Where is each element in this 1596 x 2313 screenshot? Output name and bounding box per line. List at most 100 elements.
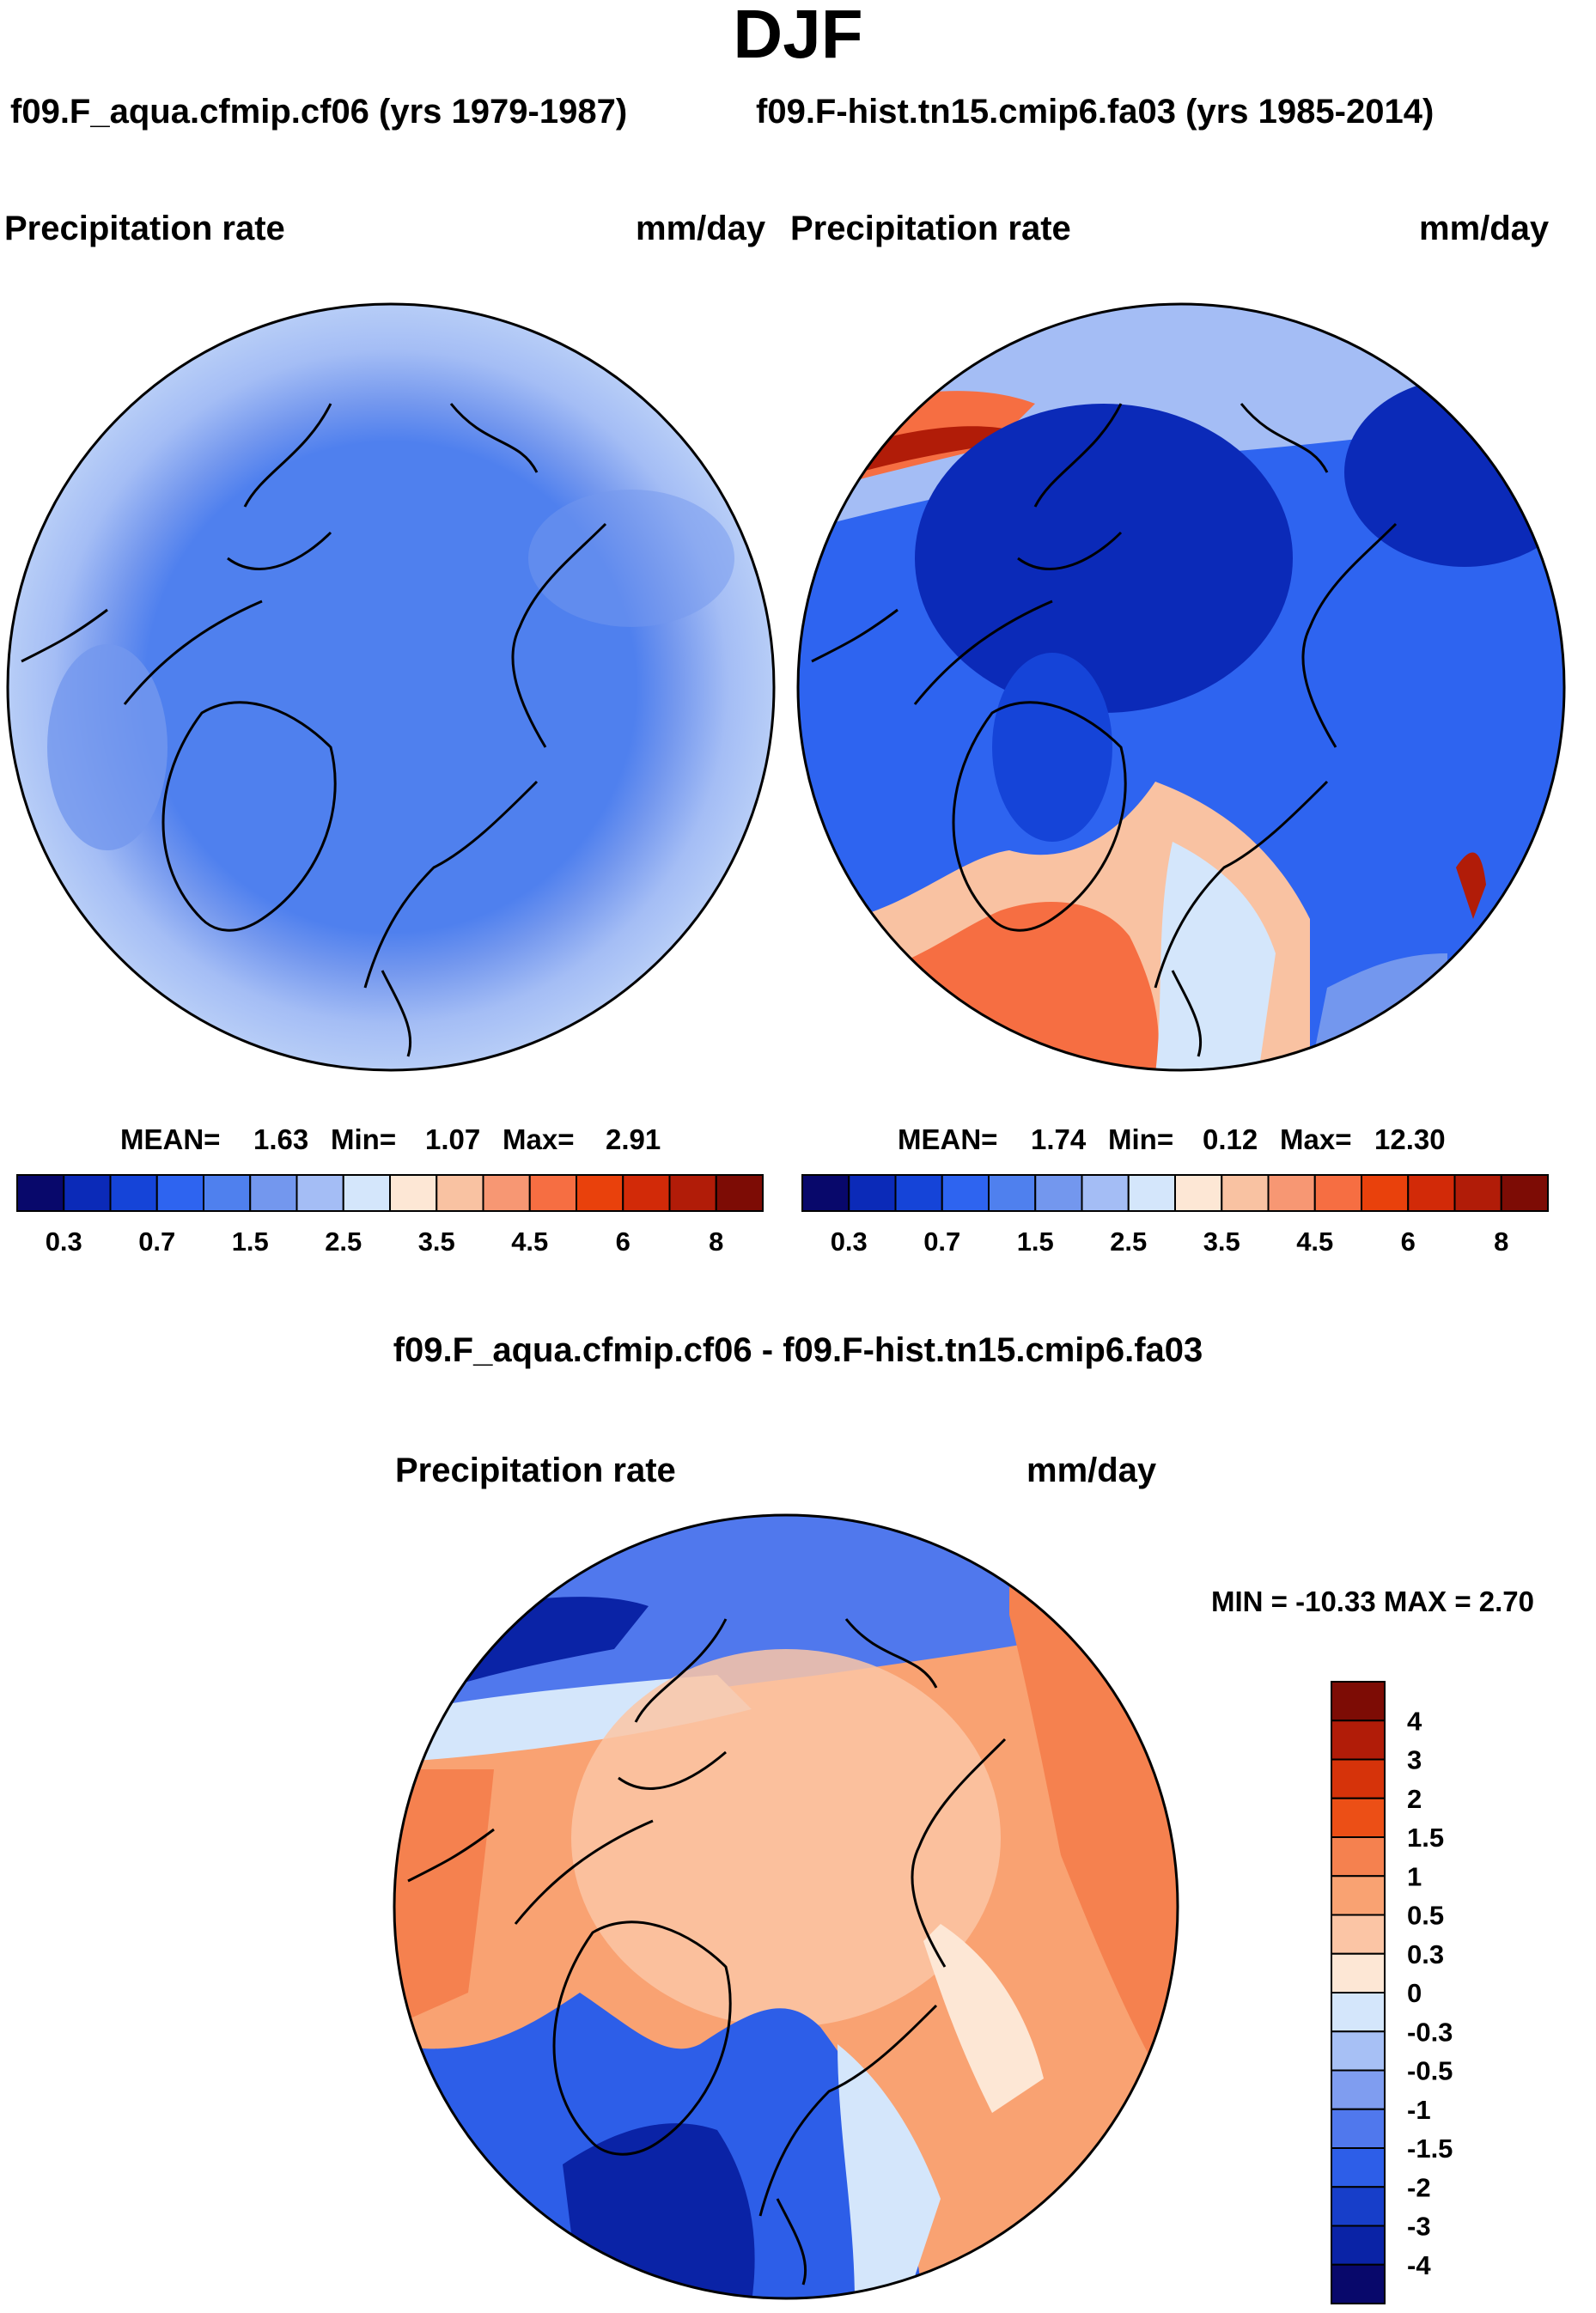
panel2-colorbar-tick-label: 8 [1494, 1226, 1508, 1257]
panel3-region-contour [563, 2123, 755, 2298]
panel1-colorbar-tick-label: 1.5 [232, 1226, 269, 1257]
panel2-colorbar-swatch [1127, 1174, 1176, 1212]
panel2-colorbar-tick-label: 3.5 [1203, 1226, 1240, 1257]
panel3-colorbar-tick-label: 1.5 [1407, 1823, 1444, 1853]
panel2-colorbar-swatch [1267, 1174, 1316, 1212]
panel1-colorbar-tick-label: 4.5 [511, 1226, 548, 1257]
panel2-colorbar-swatch [801, 1174, 850, 1212]
panel3-colorbar-tick-label: -2 [1407, 2172, 1431, 2202]
panel2-region-contour [798, 902, 1159, 1070]
panel3-colorbar-swatch [1331, 1952, 1386, 1993]
panel1-min-value: 1.07 [425, 1123, 481, 1155]
panel2-max-value: 12.30 [1374, 1123, 1446, 1155]
panel1-precip-field [8, 304, 774, 1070]
panel2-units-label: mm/day [1419, 210, 1550, 247]
panel2-region-contour [1155, 842, 1276, 1070]
panel2-colorbar-swatch [1313, 1174, 1362, 1212]
panel2-colorbar-swatch [988, 1174, 1037, 1212]
panel1-colorbar-tick-label: 0.7 [138, 1226, 175, 1257]
panel1-max-value: 2.91 [606, 1123, 661, 1155]
panel2-map-border [796, 302, 1566, 1072]
panel3-colorbar-swatch [1331, 1875, 1386, 1916]
panel1-max-label: Max= [503, 1123, 575, 1155]
panel3-min-max-label: MIN = -10.33 MAX = 2.70 [1211, 1586, 1535, 1617]
panel1-colorbar-swatch [715, 1174, 764, 1212]
panel3-region-contour [923, 1924, 1044, 2113]
panel2-region-contour [992, 653, 1112, 842]
panel1-colorbar-swatch [155, 1174, 204, 1212]
panel2-colorbar-swatch [1453, 1174, 1502, 1212]
panel3-units-label: mm/day [1026, 1452, 1157, 1489]
panel1-colorbar-swatch [109, 1174, 158, 1212]
panel3-colorbar-swatch [1331, 2069, 1386, 2110]
panel2-colorbar-tick-label: 6 [1401, 1226, 1416, 1257]
panel1-colorbar-swatch [342, 1174, 391, 1212]
panel3-colorbar-tick-label: 3 [1407, 1745, 1422, 1775]
panel1-colorbar-swatch [295, 1174, 344, 1212]
panel1-colorbar [16, 1174, 764, 1212]
panel1-mean-label: MEAN= [120, 1123, 221, 1155]
panel1-colorbar-swatch [528, 1174, 577, 1212]
panel1-map-border [6, 302, 776, 1072]
panel3-colorbar-swatch [1331, 2263, 1386, 2304]
panel1-colorbar-swatch [482, 1174, 531, 1212]
panel1-colorbar-tick-label: 0.3 [46, 1226, 82, 1257]
panel1-colorbar-tick-label: 2.5 [325, 1226, 362, 1257]
panel3-colorbar-swatch [1331, 1720, 1386, 1761]
panel3-colorbar-tick-label: -1.5 [1407, 2133, 1453, 2164]
panel1-variable-label: Precipitation rate [4, 210, 285, 247]
panel2-mean-value: 1.74 [1031, 1123, 1087, 1155]
panel1-colorbar-tick-label: 3.5 [418, 1226, 455, 1257]
panel3-region-contour [394, 1769, 494, 2027]
panel1-polar-map [6, 302, 776, 1072]
panel1-colorbar-tick-label: 8 [709, 1226, 723, 1257]
panel3-coastlines [407, 1618, 1007, 2286]
panel3-colorbar-tick-label: 2 [1407, 1784, 1422, 1814]
panel3-colorbar-tick-label: 0.5 [1407, 1901, 1444, 1931]
panel1-colorbar-swatch [389, 1174, 438, 1212]
panel1-colorbar-swatch [576, 1174, 624, 1212]
panel2-region-contour [829, 426, 1009, 481]
panel3-colorbar-tick-label: 0.3 [1407, 1939, 1444, 1969]
panel3-colorbar-swatch [1331, 2225, 1386, 2266]
panel2-colorbar-tick-label: 1.5 [1017, 1226, 1054, 1257]
panel1-colorbar-swatch [436, 1174, 484, 1212]
panel1-colorbar-tick-label: 6 [616, 1226, 630, 1257]
panel3-colorbar-swatch [1331, 1992, 1386, 2033]
panel3-colorbar-tick-label: -3 [1407, 2212, 1431, 2242]
panel1-coastlines [21, 403, 607, 1057]
panel3-region-contour [838, 2044, 941, 2298]
panel3-colorbar-tick-label: 1 [1407, 1861, 1422, 1891]
panel2-min-value: 0.12 [1203, 1123, 1258, 1155]
panel3-colorbar-swatch [1331, 2147, 1386, 2188]
panel2-colorbar-swatch [848, 1174, 897, 1212]
panel3-colorbar-swatch [1331, 1914, 1386, 1955]
panel1-region-contour [47, 644, 168, 850]
panel2-colorbar-tick-label: 0.7 [923, 1226, 960, 1257]
figure-title: DJF [733, 0, 863, 72]
panel2-colorbar-swatch [894, 1174, 943, 1212]
panel2-region-contour [1456, 852, 1486, 919]
panel3-colorbar-swatch [1331, 2108, 1386, 2149]
panel2-case-title: f09.F-hist.tn15.cmip6.fa03 (yrs 1985-201… [756, 93, 1435, 131]
panel2-region-contour [915, 404, 1293, 713]
panel2-colorbar-swatch [1500, 1174, 1549, 1212]
panel1-colorbar-swatch [249, 1174, 298, 1212]
panel3-map-border [393, 1513, 1179, 2300]
panel2-colorbar-swatch [1174, 1174, 1223, 1212]
panel3-colorbar-tick-label: -0.3 [1407, 2017, 1453, 2047]
panel2-colorbar [801, 1174, 1549, 1212]
panel3-polar-map [393, 1513, 1179, 2300]
panel1-colorbar-swatch [668, 1174, 717, 1212]
panel3-colorbar-swatch [1331, 1681, 1386, 1722]
panel1-colorbar-swatch [203, 1174, 252, 1212]
panel1-mean-value: 1.63 [253, 1123, 309, 1155]
panel2-colorbar-swatch [1034, 1174, 1083, 1212]
panel1-colorbar-swatch [622, 1174, 671, 1212]
panel1-min-label: Min= [331, 1123, 397, 1155]
panel2-max-label: Max= [1280, 1123, 1352, 1155]
panel1-units-label: mm/day [636, 210, 766, 247]
panel3-colorbar-tick-label: -4 [1407, 2250, 1431, 2280]
panel3-case-title: f09.F_aqua.cfmip.cf06 - f09.F-hist.tn15.… [393, 1331, 1203, 1369]
panel2-variable-label: Precipitation rate [790, 210, 1071, 247]
